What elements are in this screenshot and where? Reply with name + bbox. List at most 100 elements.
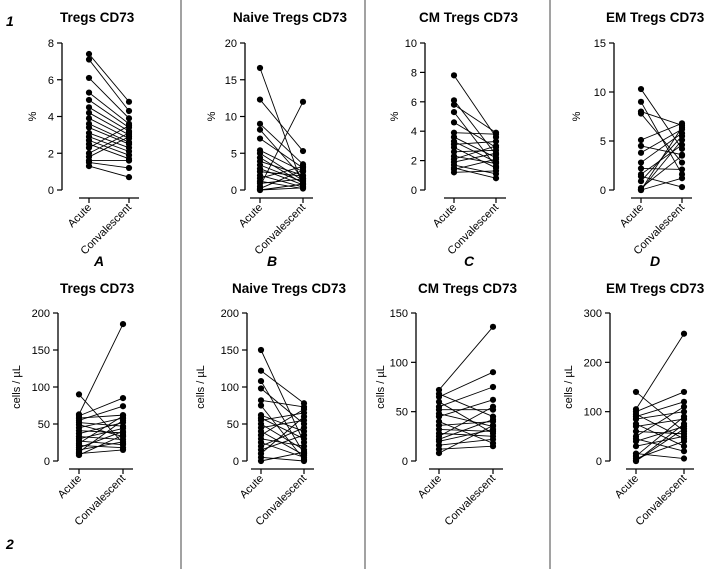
data-point-convalescent bbox=[680, 408, 688, 415]
data-point-convalescent bbox=[678, 152, 686, 159]
data-point-convalescent bbox=[680, 403, 688, 410]
chart-panel-8: EM Tregs CD73 0 100 200 300 cells / µL AcuteCo… bbox=[563, 281, 705, 528]
x-tick-label: Acute bbox=[237, 202, 265, 230]
data-point-acute bbox=[450, 148, 458, 155]
data-point-acute bbox=[85, 89, 93, 96]
row-label-2: 2 bbox=[5, 536, 14, 552]
data-point-convalescent bbox=[680, 420, 688, 428]
y-axis-label: cells / µL bbox=[195, 365, 207, 409]
y-tick-label: 0 bbox=[600, 185, 606, 197]
y-tick-label: 6 bbox=[48, 75, 54, 87]
data-point-acute bbox=[435, 393, 443, 400]
data-point-convalescent bbox=[119, 432, 127, 439]
data-point-convalescent bbox=[680, 398, 688, 405]
y-tick-label: 150 bbox=[221, 345, 239, 357]
y-axis-label: % bbox=[27, 111, 39, 121]
data-point-acute bbox=[435, 450, 443, 457]
data-point-convalescent bbox=[680, 448, 688, 455]
row-label-1: 1 bbox=[6, 13, 14, 29]
paired-line bbox=[438, 428, 494, 442]
paired-line bbox=[88, 106, 130, 132]
data-point-acute bbox=[637, 85, 645, 93]
data-point-acute bbox=[632, 423, 640, 430]
y-tick-label: 50 bbox=[227, 419, 239, 431]
y-tick-label: 2 bbox=[48, 148, 54, 160]
data-point-convalescent bbox=[300, 413, 308, 420]
data-point-acute bbox=[637, 186, 645, 194]
paired-line bbox=[78, 424, 124, 438]
paired-line bbox=[640, 122, 683, 141]
data-point-convalescent bbox=[489, 323, 497, 330]
paired-line bbox=[88, 139, 130, 156]
data-point-convalescent bbox=[680, 425, 688, 433]
y-tick-label: 300 bbox=[584, 308, 602, 320]
paired-line bbox=[78, 415, 124, 444]
data-point-acute bbox=[450, 133, 458, 141]
paired-line bbox=[78, 428, 124, 440]
data-point-convalescent bbox=[680, 330, 688, 337]
data-point-convalescent bbox=[492, 142, 500, 149]
paired-line bbox=[259, 101, 304, 187]
data-point-convalescent bbox=[119, 395, 127, 402]
data-point-acute bbox=[257, 346, 265, 354]
x-tick-label: Acute bbox=[431, 202, 459, 230]
data-point-acute bbox=[85, 50, 93, 58]
x-tick-label: Acute bbox=[416, 473, 444, 501]
paired-line bbox=[635, 428, 685, 462]
data-point-convalescent bbox=[680, 438, 688, 445]
paired-line bbox=[260, 442, 305, 458]
data-point-convalescent bbox=[678, 166, 686, 173]
paired-line bbox=[78, 414, 124, 419]
data-point-convalescent bbox=[119, 446, 127, 453]
x-tick-label: Acute bbox=[66, 202, 94, 230]
y-tick-label: 0 bbox=[231, 185, 237, 197]
data-point-convalescent bbox=[489, 443, 497, 450]
x-tick-label: Convalescent bbox=[634, 473, 690, 529]
paired-line bbox=[78, 449, 124, 455]
data-point-convalescent bbox=[125, 115, 133, 122]
y-tick-label: 0 bbox=[44, 456, 50, 468]
paired-line bbox=[88, 125, 130, 149]
paired-line bbox=[78, 422, 124, 435]
data-point-acute bbox=[450, 144, 458, 151]
y-tick-label: 50 bbox=[38, 419, 50, 431]
paired-line bbox=[260, 370, 305, 404]
y-tick-label: 4 bbox=[48, 112, 54, 124]
chart-title: CM Tregs CD73 bbox=[418, 281, 518, 296]
y-tick-label: 5 bbox=[231, 148, 237, 160]
data-point-convalescent bbox=[678, 136, 686, 144]
paired-line bbox=[88, 143, 130, 160]
data-point-acute bbox=[637, 142, 645, 149]
data-point-convalescent bbox=[489, 383, 497, 391]
paired-line bbox=[640, 167, 683, 170]
paired-line bbox=[260, 417, 305, 440]
x-tick-label: Convalescent bbox=[443, 473, 499, 529]
paired-line bbox=[88, 127, 130, 145]
chart-panel-6: Naive Tregs CD73 0 50 100 150 200 cells / µL Ac… bbox=[195, 281, 347, 528]
paired-line bbox=[640, 144, 683, 175]
chart-panel-2: Naive Tregs CD7305101520%AcuteConvalesce… bbox=[206, 10, 348, 269]
paired-line bbox=[453, 170, 497, 173]
paired-line bbox=[260, 456, 305, 462]
chart-title: Naive Tregs CD73 bbox=[232, 281, 347, 296]
data-point-convalescent bbox=[489, 403, 497, 410]
data-point-convalescent bbox=[680, 388, 688, 396]
data-point-convalescent bbox=[680, 433, 688, 440]
y-tick-label: 2 bbox=[411, 156, 417, 168]
data-point-convalescent bbox=[680, 443, 688, 450]
data-point-acute bbox=[632, 428, 640, 435]
paired-line bbox=[635, 423, 685, 447]
data-point-acute bbox=[632, 457, 640, 465]
data-point-acute bbox=[632, 388, 640, 396]
panel-letter: B bbox=[267, 253, 277, 269]
data-point-convalescent bbox=[489, 422, 497, 429]
paired-line bbox=[88, 53, 130, 103]
paired-line bbox=[453, 149, 497, 153]
y-tick-label: 10 bbox=[405, 38, 417, 50]
paired-line bbox=[453, 152, 497, 163]
paired-line bbox=[453, 132, 497, 135]
y-axis-label: % bbox=[206, 111, 218, 121]
